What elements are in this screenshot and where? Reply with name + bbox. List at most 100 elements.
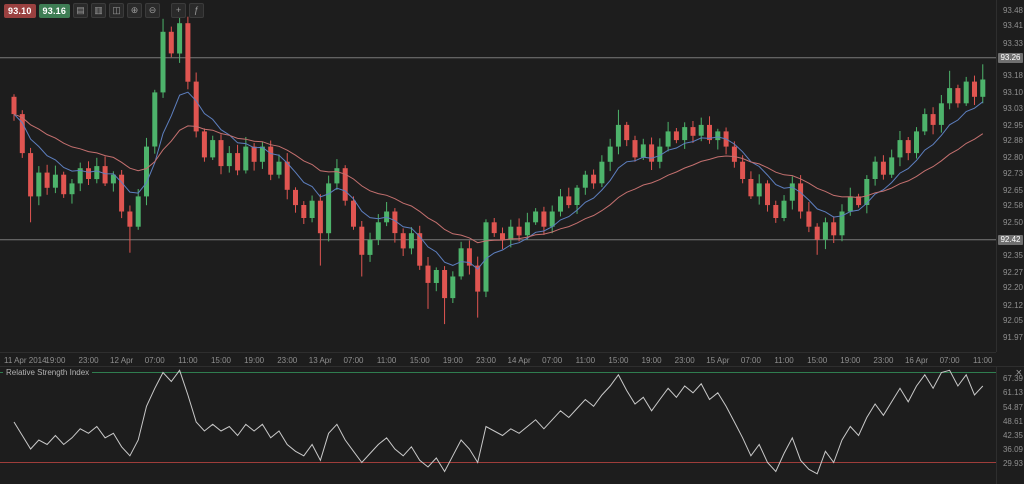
time-axis-label: 19:00 xyxy=(641,356,662,365)
price-axis-label: 92.05 xyxy=(1002,315,1023,325)
candle-body xyxy=(52,174,58,188)
candle-body xyxy=(466,248,472,266)
time-axis-label: 11:00 xyxy=(178,356,198,365)
buy-price-badge[interactable]: 93.16 xyxy=(38,3,71,18)
templates-icon[interactable]: ◫ xyxy=(109,3,125,18)
candle-body xyxy=(607,146,613,162)
price-axis-label: 92.12 xyxy=(1002,300,1023,310)
price-axis[interactable]: 93.48 93.41 93.33 93.26 93.18 93.10 93.03 92.95… xyxy=(996,0,1024,352)
zoom-out-icon[interactable]: ⊖ xyxy=(145,3,161,18)
candle-body xyxy=(351,200,356,227)
time-axis-label: 23:00 xyxy=(475,356,496,365)
candle-body xyxy=(665,131,671,147)
candle-body xyxy=(334,168,340,184)
candle-body xyxy=(847,196,853,212)
time-axis-label: 19:00 xyxy=(840,356,861,365)
time-axis-label: 11:00 xyxy=(376,356,397,365)
time-axis-label: 11:00 xyxy=(973,356,993,365)
candle-body xyxy=(632,140,638,158)
candle-body xyxy=(491,222,497,234)
chart-canvas[interactable] xyxy=(0,0,996,352)
candle-body xyxy=(905,140,911,154)
time-axis-label: 23:00 xyxy=(277,356,298,365)
time-axis-label: 07:00 xyxy=(939,356,960,365)
candle-body xyxy=(317,200,323,234)
candle-body xyxy=(433,270,439,283)
candle-body xyxy=(673,131,679,141)
candle-body xyxy=(259,146,265,162)
bar-style-icon[interactable]: ▥ xyxy=(91,3,107,18)
price-axis-label: 93.33 xyxy=(1002,38,1023,48)
rsi-price-axis[interactable]: × 67.39 61.13 54.87 48.61 42.35 36.09 29.93 xyxy=(996,366,1024,484)
candle-body xyxy=(524,222,530,236)
ma-slow-line[interactable] xyxy=(13,113,984,244)
rsi-axis-label: 36.09 xyxy=(1002,444,1023,454)
candle-body xyxy=(549,211,555,227)
rsi-panel[interactable]: Relative Strength Index xyxy=(0,366,996,484)
candle-body xyxy=(284,161,290,190)
time-axis-label: 15:00 xyxy=(807,356,828,365)
price-axis-label: 92.35 xyxy=(1002,250,1023,260)
candle-body xyxy=(533,211,539,223)
candle-body xyxy=(28,153,34,197)
candle-body xyxy=(135,196,141,227)
candle-body xyxy=(152,92,158,147)
candle-body xyxy=(342,168,348,201)
rsi-axis-label: 67.39 xyxy=(1002,374,1023,384)
candle-body xyxy=(541,211,547,227)
candle-body xyxy=(657,146,663,162)
candle-body xyxy=(972,81,977,97)
candle-body xyxy=(947,88,953,104)
price-axis-label: 92.88 xyxy=(1002,136,1023,146)
time-axis-label: 11:00 xyxy=(575,356,596,365)
chart-type-icon[interactable]: ▤ xyxy=(73,3,89,18)
candle-body xyxy=(243,146,249,171)
ma-fast-line[interactable] xyxy=(13,91,984,270)
candle-body xyxy=(640,144,646,158)
candle-body xyxy=(417,233,423,266)
candle-body xyxy=(740,161,746,179)
time-axis-date-label: 11 Apr 2014 xyxy=(4,356,47,365)
price-axis-label: 92.80 xyxy=(1002,153,1023,163)
candle-body xyxy=(309,200,315,218)
time-axis-label: 19:00 xyxy=(45,356,66,365)
candle-body xyxy=(185,23,191,82)
candle-body xyxy=(442,270,448,299)
price-axis-label: 93.10 xyxy=(1002,88,1023,98)
rsi-line xyxy=(13,369,984,475)
candle-body xyxy=(682,127,688,141)
candle-body xyxy=(326,183,332,234)
candle-body xyxy=(110,174,116,184)
level-lines[interactable] xyxy=(0,57,996,241)
candle-body xyxy=(591,174,597,184)
main-chart-area[interactable]: 93.10 93.16 ▤ ▥ ◫ ⊕ ⊖ + ƒ xyxy=(0,0,996,352)
candle-body xyxy=(698,124,704,136)
level-price-badge[interactable]: 93.26 xyxy=(998,52,1023,63)
candle-body xyxy=(897,140,903,158)
time-axis-label: 19:00 xyxy=(442,356,463,365)
sell-price-badge[interactable]: 93.10 xyxy=(4,3,36,18)
candle-body xyxy=(649,144,655,162)
price-axis-label: 92.20 xyxy=(1002,283,1023,293)
price-axis-label: 93.18 xyxy=(1002,71,1023,81)
candle-body xyxy=(500,233,505,240)
candle-body xyxy=(980,79,986,97)
time-axis-label: 07:00 xyxy=(343,356,364,365)
time-axis-date-label: 16 Apr xyxy=(904,356,929,365)
candle-body xyxy=(450,276,456,299)
crosshair-icon[interactable]: + xyxy=(171,3,187,18)
candle-body xyxy=(201,131,207,158)
candle-body xyxy=(508,226,514,240)
time-axis-date-label: 15 Apr xyxy=(706,356,730,365)
candle-body xyxy=(276,161,282,175)
candle-body xyxy=(86,168,91,179)
zoom-in-icon[interactable]: ⊕ xyxy=(127,3,143,18)
price-axis-label: 92.27 xyxy=(1002,268,1023,278)
indicators-icon[interactable]: ƒ xyxy=(189,3,205,18)
time-axis[interactable]: 11 Apr 2014 19:00 23:00 12 Apr 07:00 11:00 15:… xyxy=(0,352,996,367)
level-price-badge[interactable]: 92.42 xyxy=(998,234,1023,245)
candle-body xyxy=(930,114,936,125)
rsi-close-icon[interactable]: × xyxy=(1015,367,1022,379)
candle-body xyxy=(558,196,563,212)
